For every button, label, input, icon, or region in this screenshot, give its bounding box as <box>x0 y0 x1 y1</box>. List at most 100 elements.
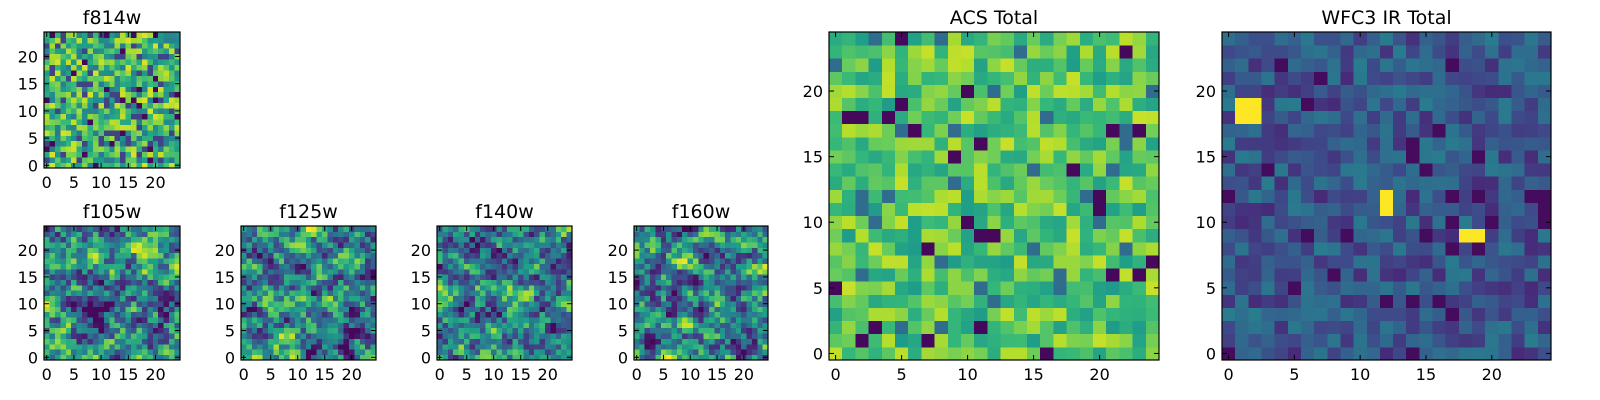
heatmap-cell <box>555 306 562 313</box>
heatmap-cell <box>895 71 909 85</box>
heatmap-cell <box>507 263 513 270</box>
heatmap-cell <box>947 45 962 59</box>
heatmap-cell <box>1000 307 1015 322</box>
heatmap-cell <box>251 317 258 323</box>
heatmap-cell <box>1222 268 1236 282</box>
heatmap-cell <box>491 290 497 297</box>
heatmap-cell <box>1419 281 1433 295</box>
heatmap-cell <box>507 236 513 243</box>
heatmap-cell <box>268 327 274 334</box>
heatmap-cell <box>523 349 530 356</box>
heatmap-cell <box>545 252 551 259</box>
heatmap-cell <box>109 226 116 232</box>
heatmap-cell <box>491 252 497 259</box>
heatmap-cell <box>311 284 317 291</box>
heatmap-cell <box>327 263 334 270</box>
heatmap-cell <box>1300 294 1315 308</box>
heatmap-cell <box>295 301 301 307</box>
heatmap-cell <box>136 42 143 49</box>
heatmap-cell <box>908 333 922 348</box>
heatmap-cell <box>120 258 126 264</box>
heatmap-cell <box>469 343 476 350</box>
heatmap-cell <box>136 295 143 302</box>
heatmap-cell <box>671 284 678 291</box>
heatmap-cell <box>1066 255 1081 269</box>
heatmap-cell <box>534 349 540 356</box>
heatmap-cell <box>666 338 672 345</box>
heatmap-cell <box>87 59 94 66</box>
heatmap-cell <box>1093 150 1107 164</box>
heatmap-cell <box>1300 215 1315 230</box>
heatmap-cell <box>469 290 476 297</box>
heatmap-cell <box>92 338 99 345</box>
heatmap-cell <box>868 268 883 282</box>
heatmap-cell <box>703 322 710 329</box>
heatmap-cell <box>349 274 355 280</box>
heatmap-cell <box>163 135 170 142</box>
heatmap-cell <box>136 53 143 60</box>
heatmap-cell <box>44 48 50 55</box>
heatmap-cell <box>501 306 508 313</box>
heatmap-cell <box>518 301 524 307</box>
heatmap-cell <box>725 333 731 339</box>
heatmap-cell <box>1472 189 1486 203</box>
heatmap-cell <box>98 97 105 104</box>
heatmap-cell <box>868 320 883 335</box>
heatmap-cell <box>1093 189 1107 203</box>
heatmap-cell <box>332 247 339 254</box>
heatmap-cell <box>359 284 366 291</box>
heatmap-cell <box>158 343 165 350</box>
heatmap-cell <box>1079 189 1094 203</box>
heatmap-cell <box>1013 307 1028 322</box>
heatmap-cell <box>322 274 328 280</box>
heatmap-cell <box>1314 202 1328 217</box>
heatmap-cell <box>1274 346 1289 361</box>
heatmap-cell <box>1066 281 1081 295</box>
heatmap-cell <box>961 241 975 256</box>
heatmap-cell <box>332 322 339 329</box>
heatmap-cell <box>1079 163 1094 177</box>
heatmap-cell <box>881 320 896 335</box>
heatmap-cell <box>1445 333 1460 348</box>
heatmap-cell <box>1300 333 1315 348</box>
heatmap-cell <box>158 75 165 82</box>
heatmap-cell <box>316 226 323 232</box>
heatmap-cell <box>1261 346 1276 361</box>
heatmap-cell <box>634 242 640 248</box>
heatmap-cell <box>934 32 949 46</box>
heatmap-cell <box>92 258 99 264</box>
heatmap-cell <box>1079 71 1094 85</box>
heatmap-cell <box>1053 84 1067 98</box>
x-tick-label: 20 <box>1482 365 1502 384</box>
heatmap-cell <box>987 84 1001 98</box>
heatmap-cell <box>251 322 258 329</box>
heatmap-cell <box>757 268 764 275</box>
heatmap-cell <box>1287 320 1302 335</box>
heatmap-cell <box>147 146 154 153</box>
heatmap-cell <box>1066 307 1081 322</box>
heatmap-cell <box>354 295 361 302</box>
heatmap-cell <box>65 140 72 147</box>
heatmap-cell <box>131 140 137 147</box>
heatmap-cell <box>868 255 883 269</box>
heatmap-cell <box>141 53 148 60</box>
heatmap-cell <box>82 279 88 286</box>
heatmap-cell <box>163 151 170 158</box>
heatmap-cell <box>437 279 443 286</box>
heatmap-cell <box>561 343 567 350</box>
heatmap-cell <box>147 91 154 98</box>
heatmap-cell <box>305 333 312 339</box>
heatmap-cell <box>698 306 705 313</box>
heatmap-cell <box>158 247 165 254</box>
heatmap-cell <box>634 317 640 323</box>
heatmap-cell <box>1093 136 1107 151</box>
heatmap-cell <box>1093 333 1107 348</box>
heatmap-cell <box>650 311 656 318</box>
heatmap-cell <box>1524 97 1539 112</box>
heatmap-cell <box>829 346 843 361</box>
heatmap-cell <box>354 317 361 323</box>
heatmap-cell <box>54 295 61 302</box>
heatmap-cell <box>687 317 694 323</box>
heatmap-cell <box>1145 136 1160 151</box>
